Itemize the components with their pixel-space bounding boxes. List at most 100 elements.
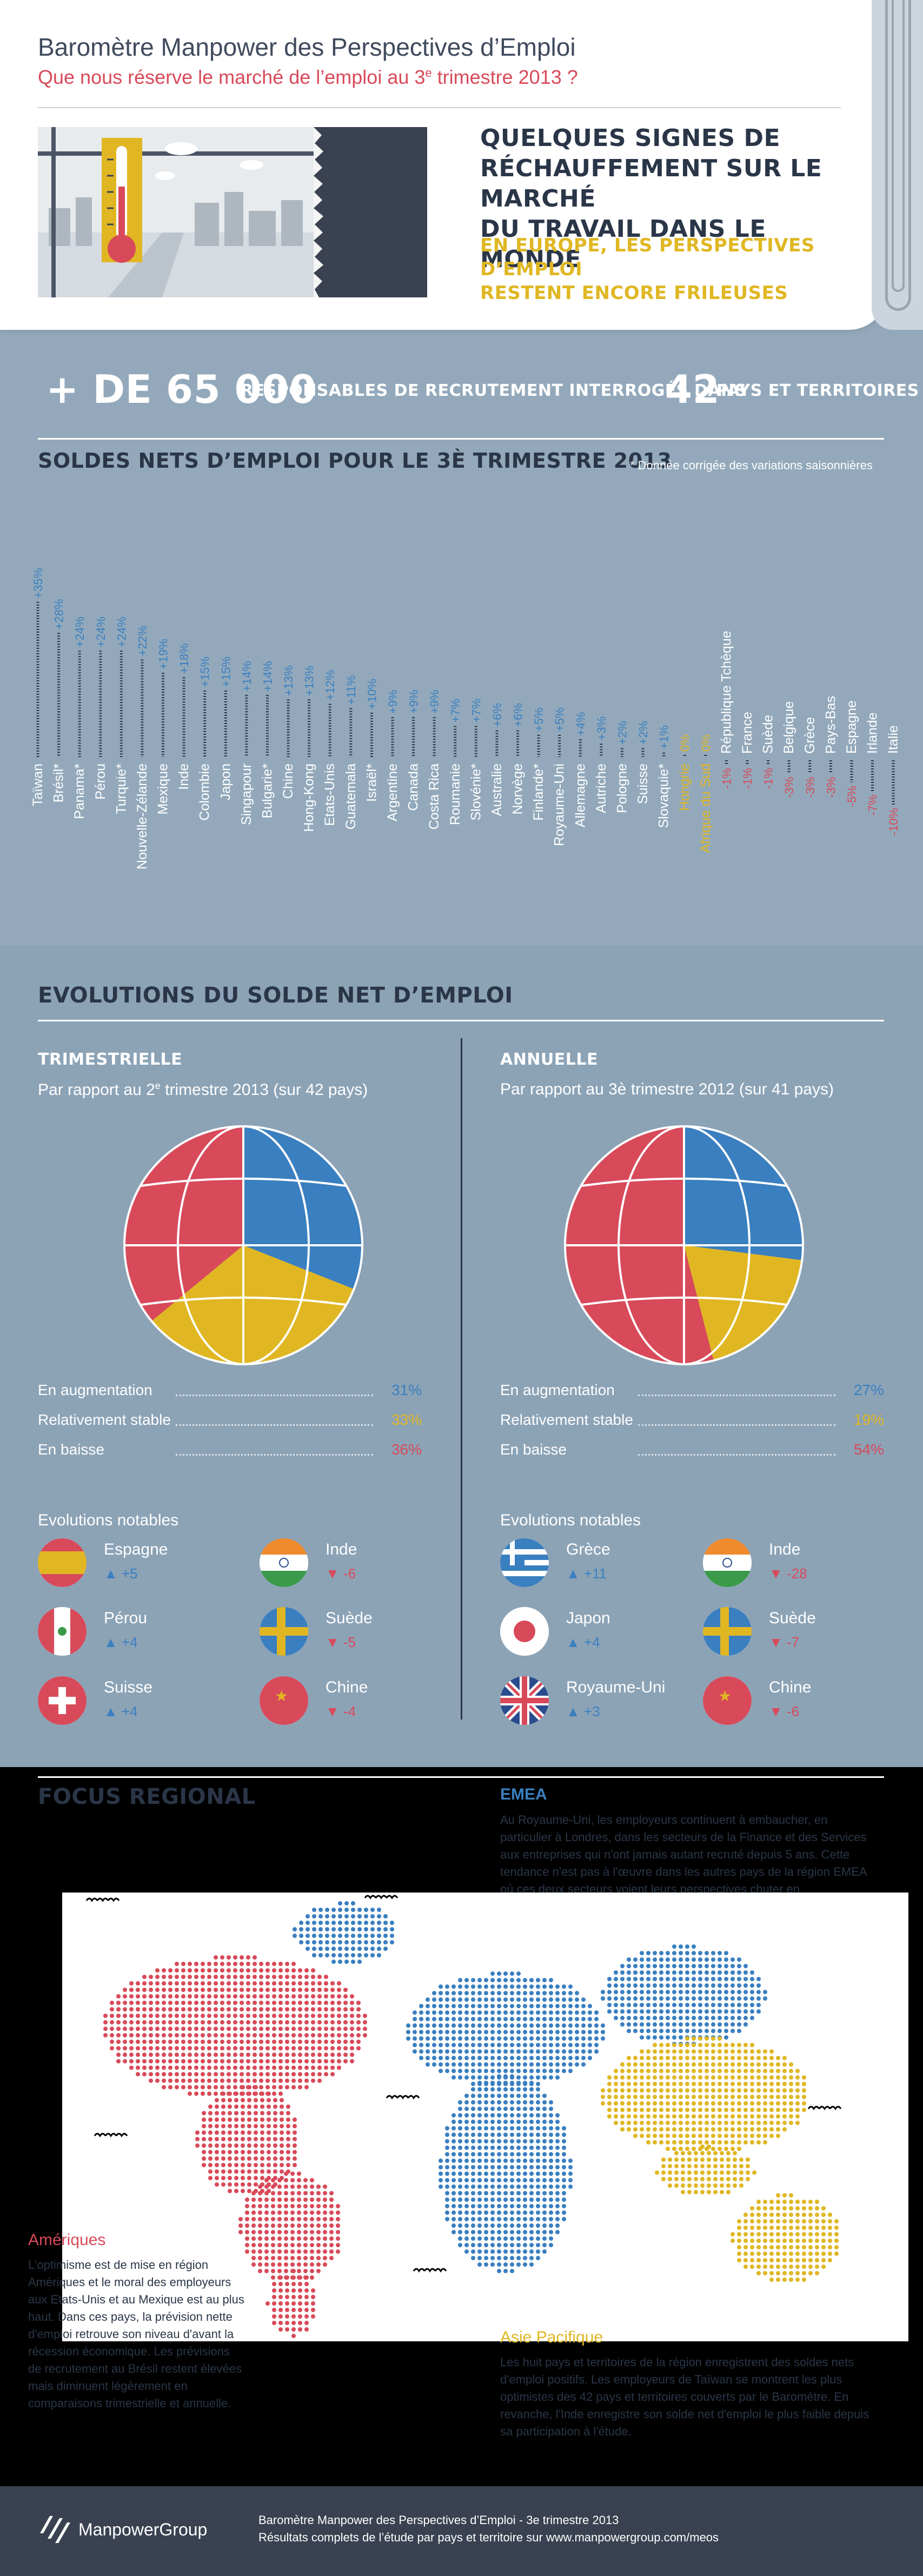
footer-line: Baromètre Manpower des Perspectives d’Em… [258, 2513, 619, 2527]
headline-line: QUELQUES SIGNES DE [480, 124, 781, 152]
bar-value-label: +24% [73, 616, 87, 647]
bar-category-label: Hongrie [677, 763, 692, 811]
legend-value: 33% [391, 1411, 422, 1428]
bar-category-label: Irlande [865, 713, 880, 754]
globe-lines [123, 1125, 363, 1365]
bar-category-label: Autriche [594, 763, 609, 813]
legend-row: En baisse 36% [38, 1441, 422, 1463]
notable-value: ▲ +11 [566, 1565, 607, 1582]
bar-value-label: 0% [678, 734, 692, 752]
bar-category-label: Colombie [197, 763, 213, 821]
map-region-dots [238, 2172, 340, 2338]
bar-category-label: Guatemala [343, 763, 358, 829]
respondents-caption: RESPONSABLES DE RECRUTEMENT INTERROGÉS D… [241, 381, 747, 400]
chart-title: SOLDES NETS D’EMPLOI POUR LE 3È TRIMESTR… [38, 449, 672, 473]
bar-category-label: Mexique [156, 763, 171, 815]
arrow-up-icon: ▲ [566, 1565, 584, 1582]
bar-value-label: +35% [31, 568, 45, 599]
focus-title: FOCUS REGIONAL [38, 1784, 256, 1809]
bar-category-label: Suède [761, 715, 776, 754]
notable-country: Grèce [566, 1541, 610, 1558]
bar-value-label: -7% [866, 794, 880, 815]
bar-category-label: Belgique [781, 701, 796, 754]
arrow-down-icon: ▼ [326, 1703, 343, 1719]
arrow-up-icon: ▲ [566, 1703, 584, 1719]
notables-title: Evolutions notables [38, 1511, 179, 1529]
bar-value-label: +24% [94, 616, 108, 647]
paper-clip-inner-loop [892, 0, 905, 292]
thermometer-illustration [38, 127, 427, 297]
notable-country: Inde [326, 1541, 357, 1558]
legend-value: 36% [391, 1441, 422, 1458]
page-subtitle: Que nous réserve le marché de l’emploi a… [38, 66, 578, 88]
notable-value: ▲ +4 [104, 1634, 138, 1650]
bar-value-label: +9% [386, 690, 400, 714]
bar-category-label: Roumanie [448, 763, 463, 825]
section-divider [38, 1020, 884, 1021]
map-region-dots [103, 1955, 367, 2193]
bar-value-label: +9% [407, 690, 421, 714]
notable-value: ▲ +5 [104, 1565, 138, 1582]
notable-country: Japon [566, 1609, 610, 1627]
legend-label: En augmentation [500, 1382, 615, 1398]
notable-value: ▼ -5 [326, 1634, 356, 1650]
bar-value-label: +1% [658, 725, 671, 749]
bar-category-label: Chine [281, 763, 296, 799]
bar-value-label: +4% [574, 712, 587, 736]
bar-category-label: Grèce [802, 717, 818, 754]
paper-clip-loop [885, 0, 911, 311]
bar-category-label: Slovaquie* [656, 763, 672, 828]
arrow-up-icon: ▲ [566, 1634, 584, 1650]
bar-category-label: Costa Rica [427, 763, 442, 829]
legend-label: Relativement stable [38, 1411, 171, 1428]
japan-flag-icon [500, 1607, 549, 1656]
map-region-dots [293, 1901, 394, 1964]
sweden-flag-icon [703, 1607, 752, 1656]
peru-flag-icon [38, 1607, 87, 1656]
svg-text:★: ★ [275, 1687, 288, 1705]
bar-value-label: +15% [219, 656, 233, 687]
subheadline: EN EUROPE, LES PERSPECTIVES D’EMPLOI RES… [480, 234, 848, 305]
bar-category-label: Allemagne [573, 763, 588, 827]
annual-title: ANNUELLE [500, 1050, 599, 1069]
countries-caption: PAYS ET TERRITOIRES [716, 381, 919, 400]
bar-category-label: Inde [176, 763, 191, 790]
wave-icons [85, 1895, 842, 2273]
bar-value-label: -1% [762, 768, 775, 789]
bar-category-label: Etats-Unis [322, 763, 337, 826]
column-divider [461, 1038, 462, 1719]
bar-value-label: +15% [198, 656, 212, 687]
notable-country: Suède [326, 1609, 373, 1627]
quarterly-pie-chart [123, 1125, 363, 1365]
bar-category-label: Suisse [635, 763, 650, 804]
bar-category-label: Pologne [614, 763, 629, 813]
bar-value-label: -3% [782, 777, 796, 798]
bar-category-label: Slovénie* [468, 763, 483, 821]
map-region-dots [406, 1944, 767, 2273]
bar-category-label: Finlande* [531, 763, 546, 821]
subheadline-line: RESTENT ENCORE FRILEUSES [480, 282, 788, 304]
headline-line: DU TRAVAIL DANS LE MONDE [480, 215, 766, 273]
bar-value-label: +7% [449, 699, 462, 723]
bar-category-label: Pays-Bas [823, 696, 838, 754]
asia-pacific-text: Les huit pays et territoires de la régio… [500, 2355, 869, 2438]
notable-country: Inde [769, 1541, 801, 1558]
evolutions-title: EVOLUTIONS DU SOLDE NET D’EMPLOI [38, 983, 513, 1008]
footer-link-line[interactable]: Résultats complets de l’étude par pays e… [258, 2531, 719, 2544]
arrow-up-icon: ▲ [104, 1703, 122, 1719]
bar-value-label: -1% [720, 768, 733, 789]
section-divider [38, 1776, 884, 1778]
net-employment-bar-chart: +35% Taïwan +28% Brésil* +24% Panama* +24% Péro… [30, 568, 901, 869]
india-flag-icon [703, 1538, 752, 1587]
bar-value-label: +2% [636, 721, 650, 745]
greece-flag-icon [500, 1538, 549, 1587]
switzerland-flag-icon [38, 1676, 87, 1725]
legend-row: Relativement stable 33% [38, 1411, 422, 1433]
bar-value-label: -3% [804, 777, 817, 798]
notable-value: ▼ -28 [769, 1565, 807, 1582]
legend-value: 54% [853, 1441, 884, 1458]
bar-value-label: -5% [845, 786, 859, 807]
bar-value-label: +7% [469, 699, 483, 723]
legend-row: En baisse 54% [500, 1441, 884, 1463]
svg-text:★: ★ [718, 1687, 732, 1705]
